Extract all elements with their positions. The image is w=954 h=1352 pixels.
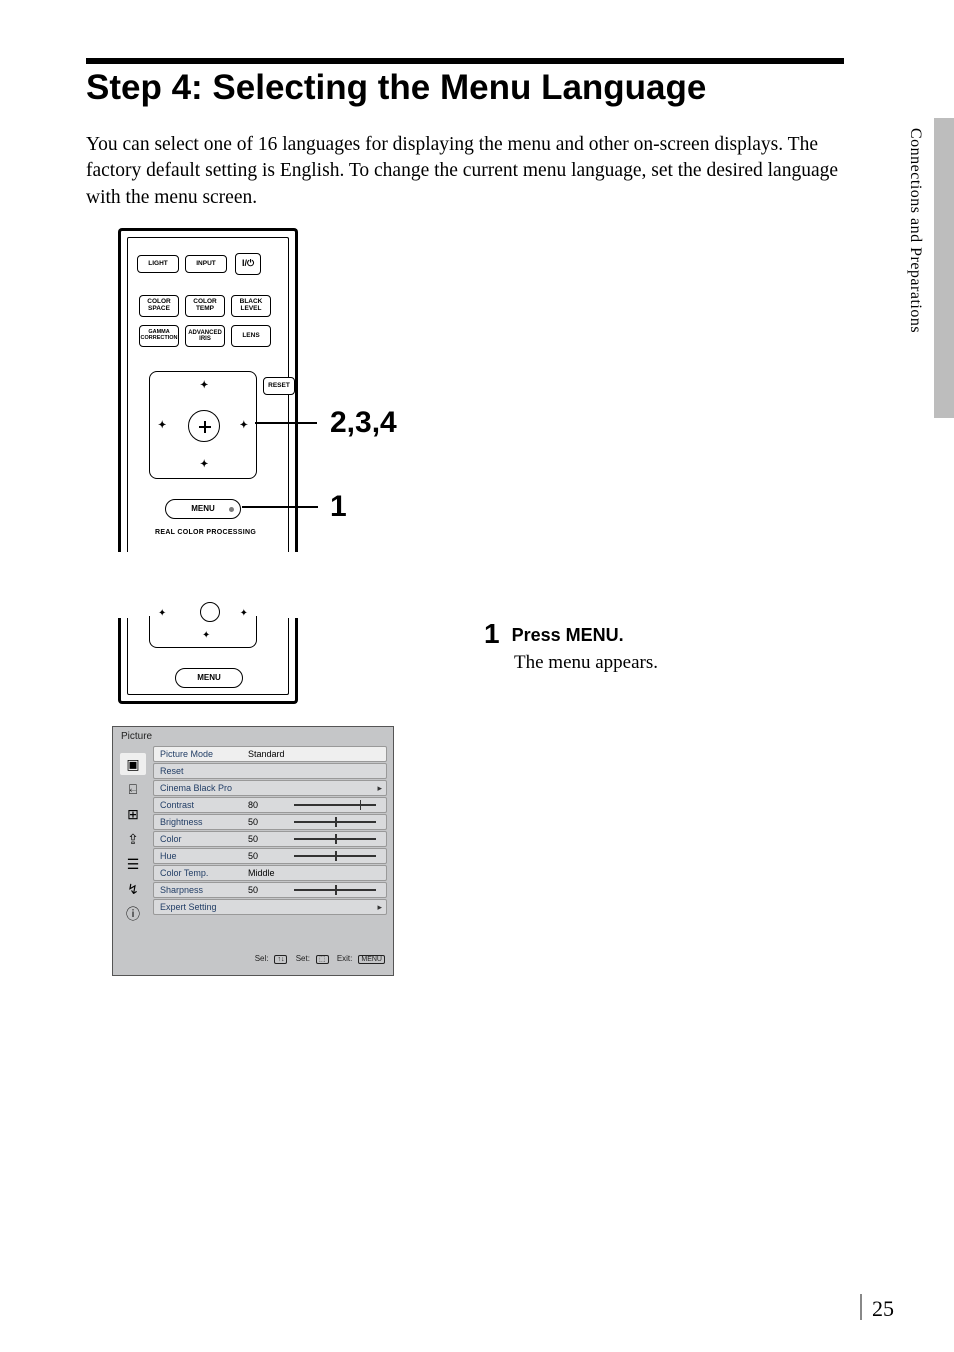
osd-slider	[294, 855, 376, 857]
osd-icon-picture: ▣	[120, 753, 146, 775]
osd-icon-info: ⓘ	[120, 903, 146, 925]
osd-sidebar: ▣ ⍇ ⊞ ⇪ ☰ ↯ ⓘ	[113, 746, 153, 946]
osd-body: ▣ ⍇ ⊞ ⇪ ☰ ↯ ⓘ Picture ModeStandardResetC…	[113, 746, 393, 946]
osd-row: Contrast80	[153, 797, 387, 813]
page-content: Step 4: Selecting the Menu Language You …	[86, 58, 856, 235]
osd-row-key: Contrast	[160, 800, 248, 810]
arrow-right-icon: ✦	[240, 420, 248, 431]
osd-slider	[294, 804, 376, 806]
osd-row: Brightness50	[153, 814, 387, 830]
arrow-left-icon: ✦	[158, 420, 166, 431]
reset-button: RESET	[263, 377, 295, 395]
side-section-label: Connections and Preparations	[906, 128, 924, 333]
side-tab	[934, 118, 954, 418]
osd-row-key: Sharpness	[160, 885, 248, 895]
osd-row-key: Reset	[160, 766, 248, 776]
osd-row-key: Cinema Black Pro	[160, 783, 248, 793]
page-title: Step 4: Selecting the Menu Language	[86, 68, 856, 108]
osd-row: Reset	[153, 763, 387, 779]
osd-row-key: Picture Mode	[160, 749, 248, 759]
arrow-right-small: ✦	[240, 608, 248, 619]
black-level-button: BLACK LEVEL	[231, 295, 271, 317]
osd-slider	[294, 838, 376, 840]
chevron-right-icon: ▸	[377, 783, 382, 794]
power-button: I/⏻	[235, 253, 261, 275]
remote-diagram: LIGHT INPUT I/⏻ COLOR SPACE COLOR TEMP B…	[118, 228, 298, 552]
rcp-label: REAL COLOR PROCESSING	[155, 529, 256, 536]
step-heading: Press MENU.	[512, 625, 624, 646]
osd-row: Cinema Black Pro ▸	[153, 780, 387, 796]
step-number: 1	[484, 618, 500, 650]
arrow-down-icon: ✦	[200, 459, 208, 470]
osd-row-key: Hue	[160, 851, 248, 861]
osd-row-key: Expert Setting	[160, 902, 248, 912]
menu-button: MENU	[165, 499, 241, 519]
osd-row-value: 50	[248, 817, 294, 827]
osd-row-value: 80	[248, 800, 294, 810]
dpad-center-partial	[200, 602, 220, 622]
gamma-button: GAMMA CORRECTION	[139, 325, 179, 347]
menu-dot-icon	[229, 507, 234, 512]
step-body: The menu appears.	[514, 652, 658, 674]
osd-row: Color50	[153, 831, 387, 847]
osd-row-key: Brightness	[160, 817, 248, 827]
osd-row: Color Temp.Middle	[153, 865, 387, 881]
step-1: 1 Press MENU. The menu appears.	[484, 618, 658, 674]
color-space-button: COLOR SPACE	[139, 295, 179, 317]
callout-line-menu	[242, 506, 318, 508]
remote-diagram-small: ✦ ✦ ✦ MENU	[118, 618, 298, 704]
light-button: LIGHT	[137, 255, 179, 273]
arrow-left-small: ✦	[158, 608, 166, 619]
osd-icon-function: ☰	[120, 853, 146, 875]
osd-row: Expert Setting ▸	[153, 899, 387, 915]
intro-paragraph: You can select one of 16 languages for d…	[86, 132, 844, 211]
osd-icon-setup: ⇪	[120, 828, 146, 850]
advanced-iris-button: ADVANCED IRIS	[185, 325, 225, 347]
osd-title: Picture	[113, 727, 393, 746]
page-number: 25	[872, 1296, 894, 1322]
callout-dpad: 2,3,4	[330, 406, 397, 440]
osd-row: Hue50	[153, 848, 387, 864]
dpad-partial: ✦ ✦ ✦	[149, 616, 257, 648]
osd-main: Picture ModeStandardResetCinema Black Pr…	[153, 746, 393, 946]
chevron-right-icon: ▸	[377, 902, 382, 913]
osd-icon-adv: ⍇	[120, 778, 146, 800]
osd-icon-install: ↯	[120, 878, 146, 900]
color-temp-button: COLOR TEMP	[185, 295, 225, 317]
title-rule	[86, 58, 844, 64]
osd-menu: Picture ▣ ⍇ ⊞ ⇪ ☰ ↯ ⓘ Picture ModeStanda…	[112, 726, 394, 976]
callout-menu: 1	[330, 490, 347, 524]
osd-footer: Sel:↑↓ Set:⬚ Exit:MENU	[113, 946, 393, 963]
osd-row-value: Middle	[248, 868, 294, 878]
osd-row: Sharpness50	[153, 882, 387, 898]
osd-row-value: 50	[248, 834, 294, 844]
osd-row-value: 50	[248, 851, 294, 861]
menu-button-small: MENU	[175, 668, 243, 688]
dpad: ✦ ✦ ✦ ✦	[149, 371, 257, 479]
input-button: INPUT	[185, 255, 227, 273]
page-number-rule	[860, 1294, 862, 1320]
callout-line-dpad	[255, 422, 317, 424]
osd-slider	[294, 821, 376, 823]
osd-row-value: 50	[248, 885, 294, 895]
osd-row: Picture ModeStandard	[153, 746, 387, 762]
lens-button: LENS	[231, 325, 271, 347]
osd-row-key: Color Temp.	[160, 868, 248, 878]
osd-icon-screen: ⊞	[120, 803, 146, 825]
osd-row-key: Color	[160, 834, 248, 844]
arrow-up-icon: ✦	[200, 380, 208, 391]
arrow-down-small: ✦	[202, 630, 210, 641]
dpad-center-icon	[188, 410, 220, 442]
osd-row-value: Standard	[248, 749, 294, 759]
osd-slider	[294, 889, 376, 891]
